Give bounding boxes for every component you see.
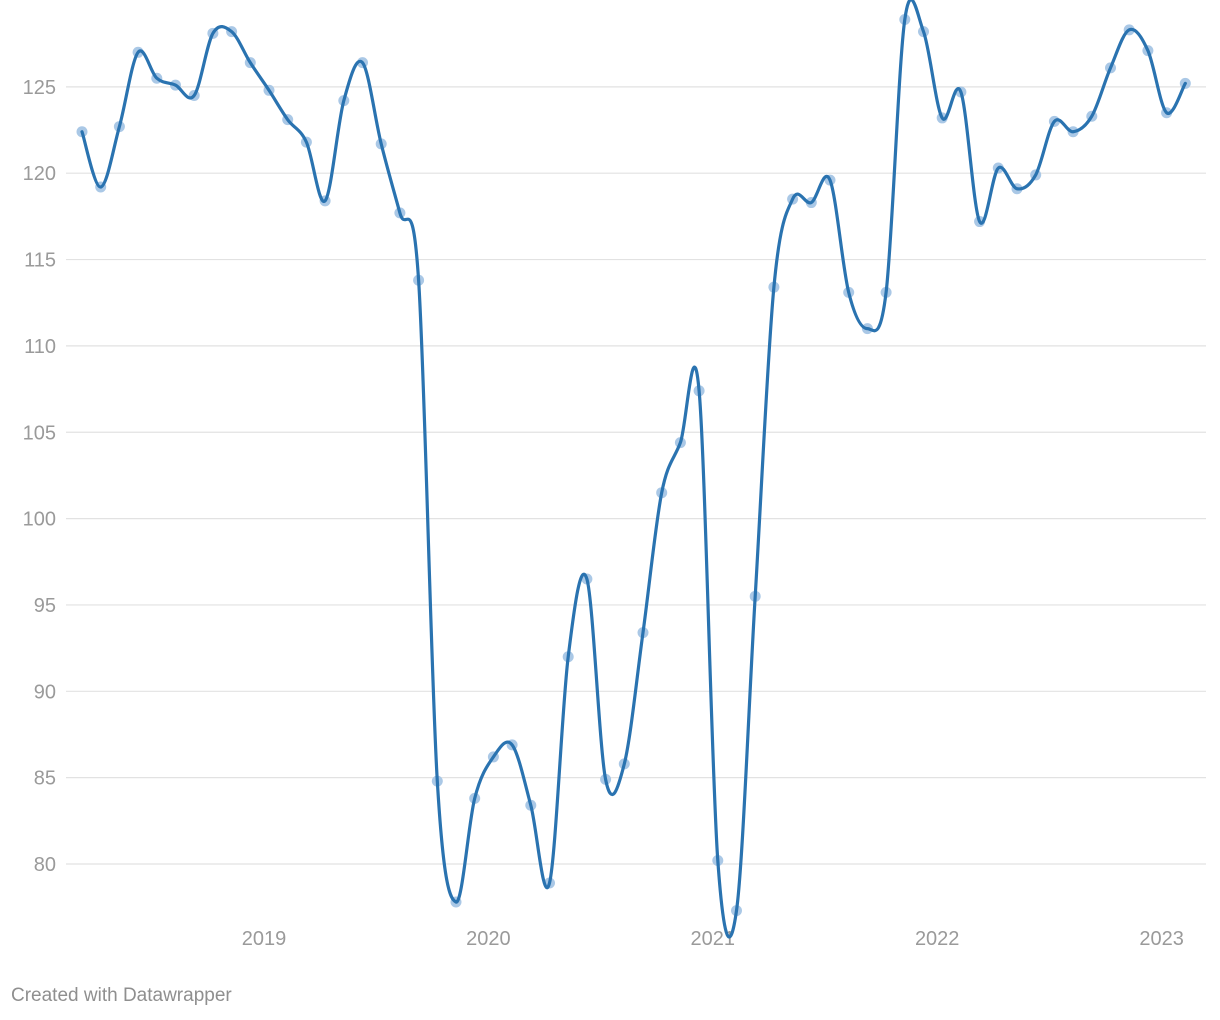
y-tick-label: 85 [34,768,56,790]
x-tick-label: 2021 [691,928,736,950]
x-tick-label: 2019 [242,928,287,950]
y-tick-label: 105 [23,422,56,444]
x-axis-tick-labels: 2019 2020 2021 2022 2023 [242,928,1184,950]
y-tick-label: 115 [24,250,56,272]
y-axis-tick-labels: 80 85 90 95 100 105 110 115 120 125 [23,77,56,876]
y-tick-label: 95 [34,595,56,617]
y-tick-label: 110 [24,336,56,358]
x-tick-label: 2023 [1139,928,1184,950]
gridlines [66,86,1206,865]
credit-text: Created with Datawrapper [11,985,232,1006]
y-tick-label: 100 [23,509,56,531]
y-tick-label: 80 [34,854,56,876]
y-tick-label: 120 [23,163,56,185]
series-line [80,0,1187,939]
data-markers [76,13,1191,917]
y-tick-label: 90 [34,681,56,703]
y-tick-label: 125 [23,77,56,99]
x-tick-label: 2020 [466,928,511,950]
x-tick-label: 2022 [915,928,960,950]
